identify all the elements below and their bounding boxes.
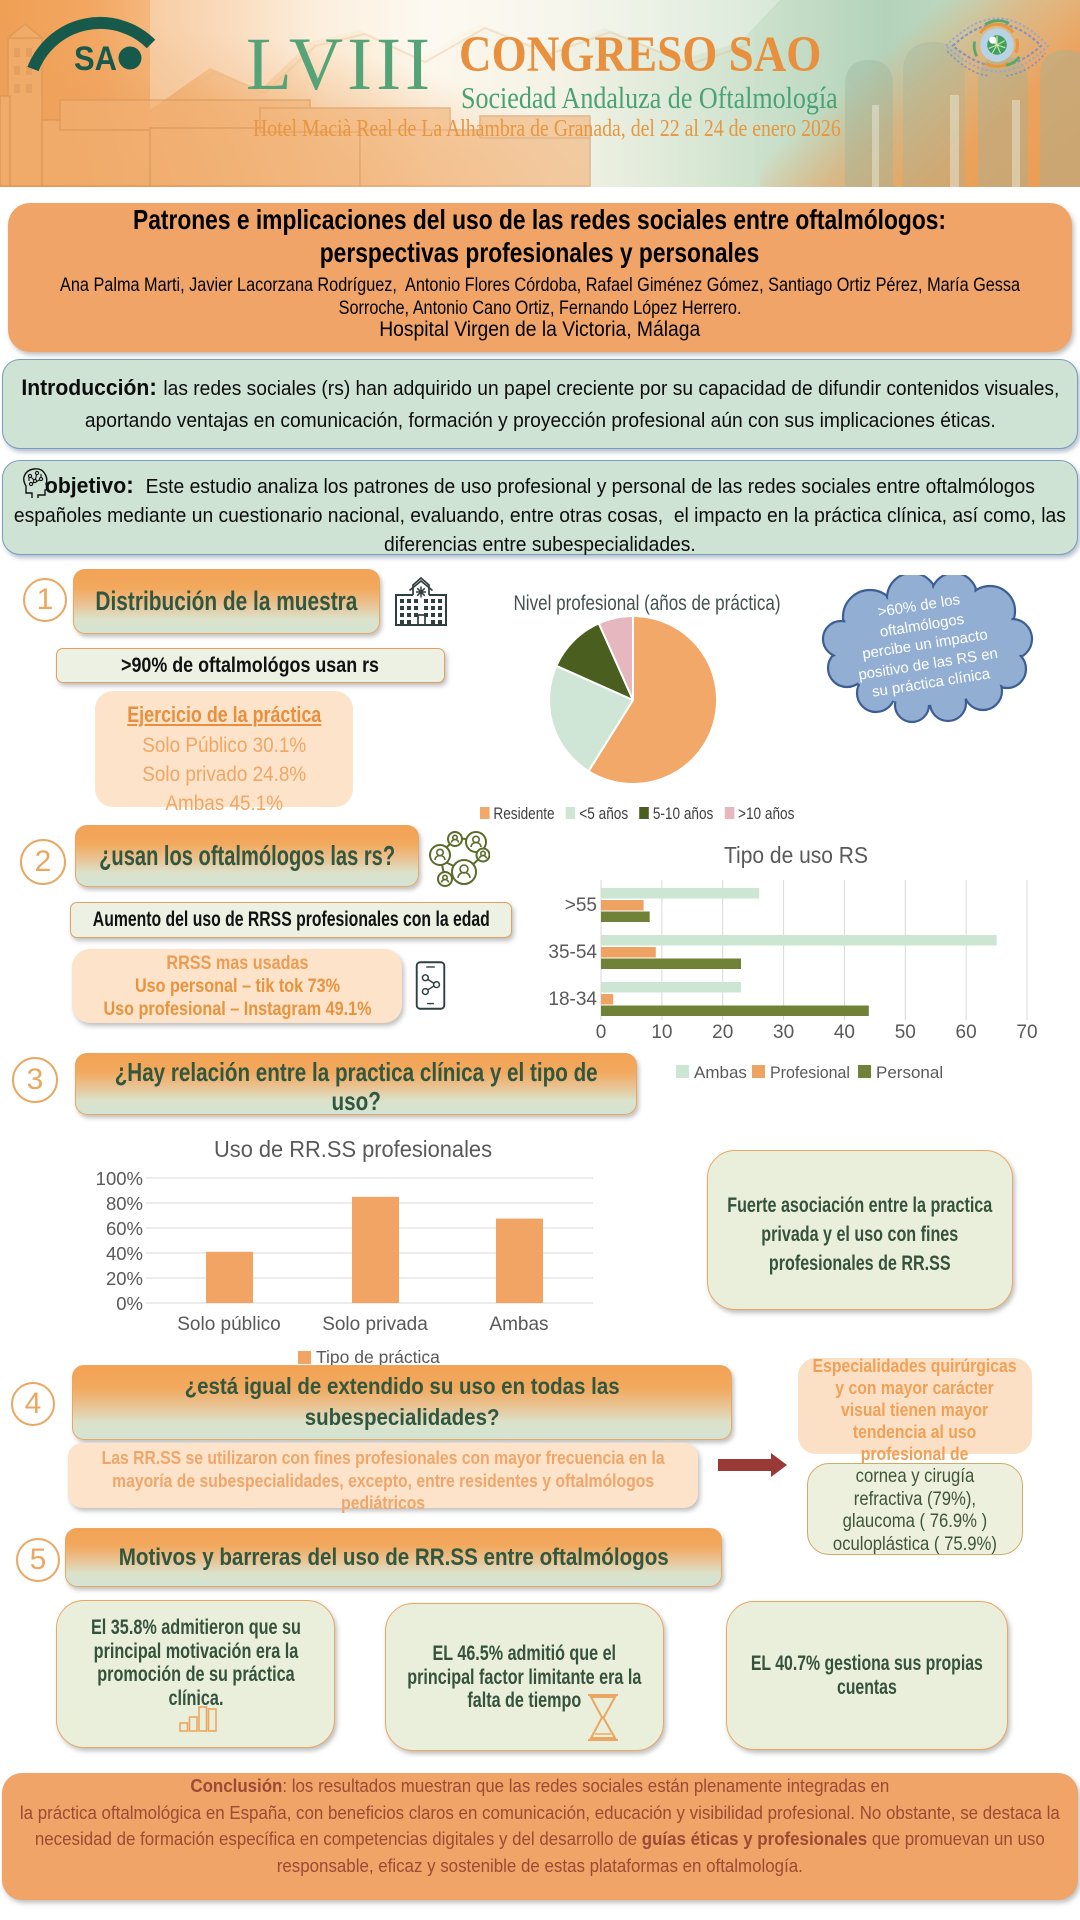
svg-text:60: 60 [956,1022,977,1043]
svg-text:20: 20 [712,1022,733,1043]
svg-text:40: 40 [834,1022,855,1043]
svg-text:Uso de RR.SS profesionales: Uso de RR.SS profesionales [214,1136,492,1162]
svg-text:10: 10 [651,1022,672,1043]
svg-text:50: 50 [895,1022,916,1043]
svg-text:Tipo de práctica: Tipo de práctica [316,1347,440,1367]
svg-text:Tipo de uso RS: Tipo de uso RS [724,842,868,868]
svg-text:0: 0 [596,1022,607,1043]
svg-text:Solo público: Solo público [177,1314,281,1335]
svg-text:Profesional: Profesional [770,1063,850,1082]
svg-text:0%: 0% [116,1293,143,1314]
svg-text:60%: 60% [106,1218,143,1239]
svg-text:80%: 80% [106,1193,143,1214]
svg-text:20%: 20% [106,1268,143,1289]
svg-text:70: 70 [1016,1022,1037,1043]
svg-text:Personal: Personal [876,1063,943,1082]
svg-text:Ambas: Ambas [489,1314,548,1335]
svg-text:Ambas: Ambas [694,1063,747,1082]
svg-text:18-34: 18-34 [548,989,597,1010]
svg-text:30: 30 [773,1022,794,1043]
svg-text:>55: >55 [565,895,597,916]
svg-text:Nivel profesional (años de prá: Nivel profesional (años de práctica) [514,591,781,615]
svg-text:100%: 100% [96,1168,143,1189]
svg-text:SA: SA [74,40,117,78]
svg-text:35-54: 35-54 [548,942,597,963]
svg-text:Solo privada: Solo privada [322,1314,428,1335]
svg-text:40%: 40% [106,1243,143,1264]
